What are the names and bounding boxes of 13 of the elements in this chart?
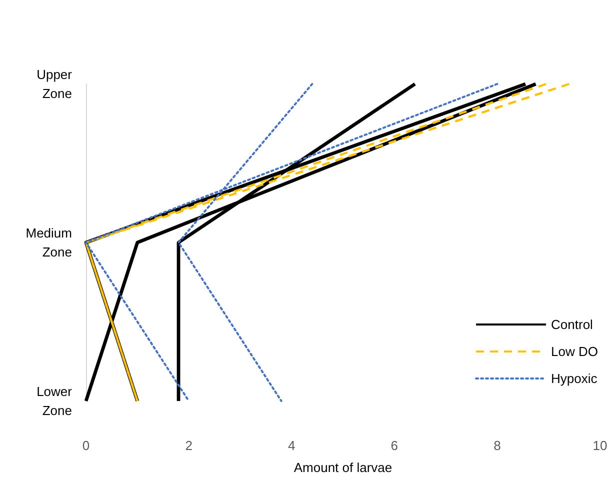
x-tick-label: 6 xyxy=(390,438,398,453)
y-tick-label: Upper Zone xyxy=(36,67,73,101)
y-tick-label: Lower Zone xyxy=(36,384,73,418)
text: Control xyxy=(551,317,594,332)
x-tick-label: 0 xyxy=(82,438,90,453)
x-axis-title: Amount of larvae xyxy=(294,460,392,475)
x-tick-label: 2 xyxy=(185,438,192,453)
x-tick-label: 10 xyxy=(592,438,608,453)
y-tick-label: Medium Zone xyxy=(26,226,72,260)
text: Low DO xyxy=(551,344,598,359)
x-tick-label: 8 xyxy=(494,438,501,453)
x-tick-label: 4 xyxy=(288,438,296,453)
text: Hypoxic xyxy=(551,371,598,386)
